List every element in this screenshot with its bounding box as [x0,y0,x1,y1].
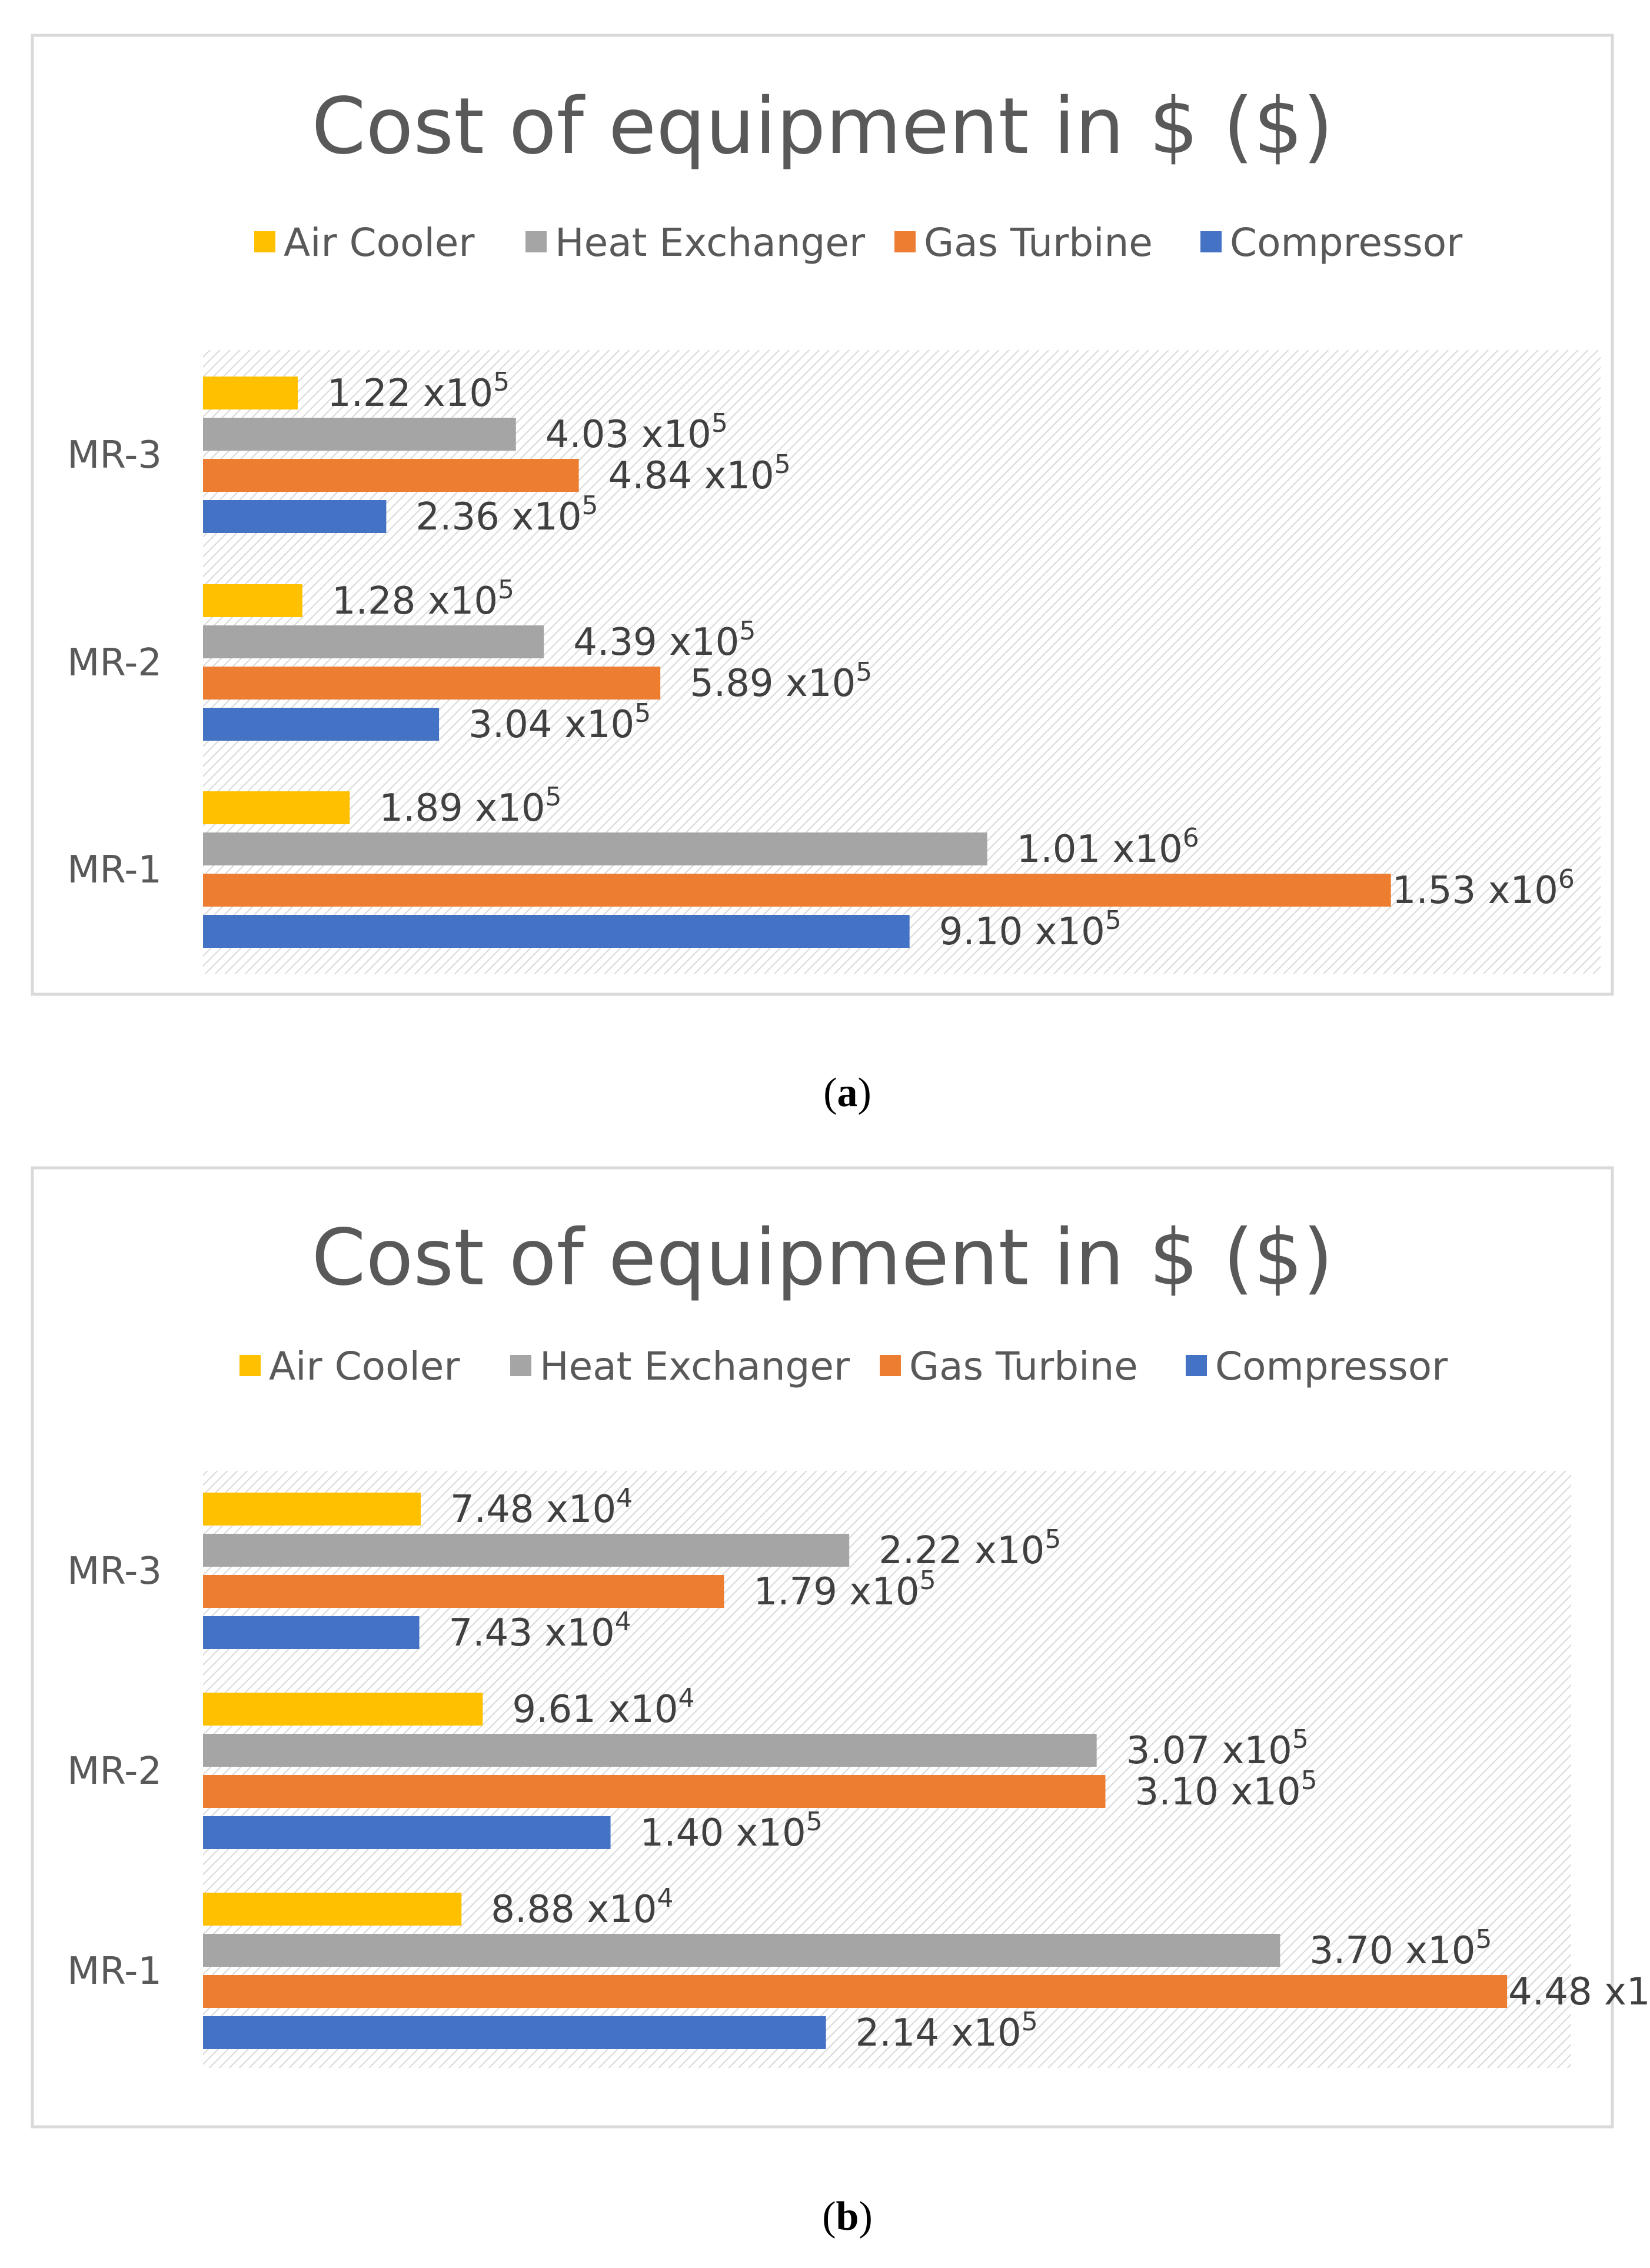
category-label: MR-3 [67,1550,162,1593]
data-label: 1.53 x106 [1392,864,1575,912]
chart-title: Cost of equipment in $ ($) [311,1213,1333,1303]
data-label: 3.70 x105 [1309,1924,1492,1973]
bar-gas-turbine [203,1775,1106,1808]
chart-panel-a: Cost of equipment in $ ($) Air Cooler Heat… [31,34,1614,996]
bar-heat-exchanger [203,418,516,451]
bar-compressor [203,2016,826,2049]
panel-caption: (b) [822,2194,873,2239]
bar-gas-turbine [203,459,579,492]
legend-swatch [254,231,275,252]
category-label: MR-2 [67,641,162,685]
plot-area [203,350,1601,974]
chart-title: Cost of equipment in $ ($) [311,81,1333,172]
data-label: 8.88 x104 [491,1883,673,1931]
data-label: 3.10 x105 [1135,1766,1318,1814]
legend-label: Compressor [1215,1344,1448,1389]
category-label: MR-2 [67,1750,162,1793]
legend-swatch [880,1355,901,1376]
bar-heat-exchanger [203,1934,1280,1967]
data-label: 1.89 x105 [379,782,561,830]
bar-compressor [203,500,387,533]
bar-compressor [203,915,910,948]
bar-air-cooler [203,1693,483,1726]
legend-swatch [894,231,916,252]
category-label: MR-1 [67,848,162,892]
bar-heat-exchanger [203,832,987,865]
legend-label: Compressor [1230,220,1463,265]
data-label: 9.10 x105 [939,905,1122,954]
category-label: MR-1 [67,1950,162,1993]
legend-label: Heat Exchanger [540,1344,850,1389]
bar-heat-exchanger [203,625,544,658]
panel-caption: (a) [823,1070,871,1115]
plot-area [203,1471,1571,2068]
data-label: 7.48 x104 [450,1483,633,1531]
legend-swatch [1186,1355,1207,1376]
bar-gas-turbine [203,667,661,700]
legend-label: Gas Turbine [924,220,1153,265]
bar-gas-turbine [203,874,1391,907]
bar-compressor [203,708,440,741]
legend-label: Air Cooler [284,220,475,265]
bar-heat-exchanger [203,1534,850,1567]
data-label: 7.43 x104 [449,1607,631,1655]
legend-swatch [239,1355,261,1376]
data-label: 2.36 x105 [415,491,598,539]
legend-swatch [510,1355,531,1376]
bar-air-cooler [203,791,350,824]
data-label: 4.84 x105 [608,449,791,498]
bar-air-cooler [203,1493,421,1526]
category-label: MR-3 [67,434,162,477]
bar-heat-exchanger [203,1734,1097,1767]
legend-label: Air Cooler [269,1344,460,1389]
data-label: 2.14 x105 [856,2007,1038,2055]
data-label: 4.39 x105 [573,616,756,664]
bar-compressor [203,1816,611,1849]
legend-label: Gas Turbine [909,1344,1138,1389]
data-label: 2.22 x105 [879,1524,1061,1573]
data-label: 5.89 x105 [690,657,872,705]
bar-gas-turbine [203,1975,1508,2008]
legend-label: Heat Exchanger [555,220,866,265]
data-label: 3.07 x105 [1126,1724,1309,1773]
data-label: 4.48 x105 [1508,1966,1650,2014]
data-label: 1.40 x105 [640,1807,823,1855]
bar-gas-turbine [203,1575,724,1608]
data-label: 1.79 x105 [753,1566,936,1614]
chart-panel-b: Cost of equipment in $ ($) Air Cooler Heat… [31,1166,1650,2129]
data-label: 9.61 x104 [512,1683,694,1731]
legend-swatch [1200,231,1222,252]
data-label: 1.22 x105 [327,367,510,415]
bar-air-cooler [203,584,302,617]
data-label: 1.01 x106 [1017,823,1199,871]
data-label: 1.28 x105 [332,575,514,623]
bar-air-cooler [203,1893,462,1926]
bar-compressor [203,1616,420,1649]
bar-air-cooler [203,377,298,409]
data-label: 4.03 x105 [545,408,728,457]
data-label: 3.04 x105 [468,698,651,747]
legend-swatch [525,231,547,252]
